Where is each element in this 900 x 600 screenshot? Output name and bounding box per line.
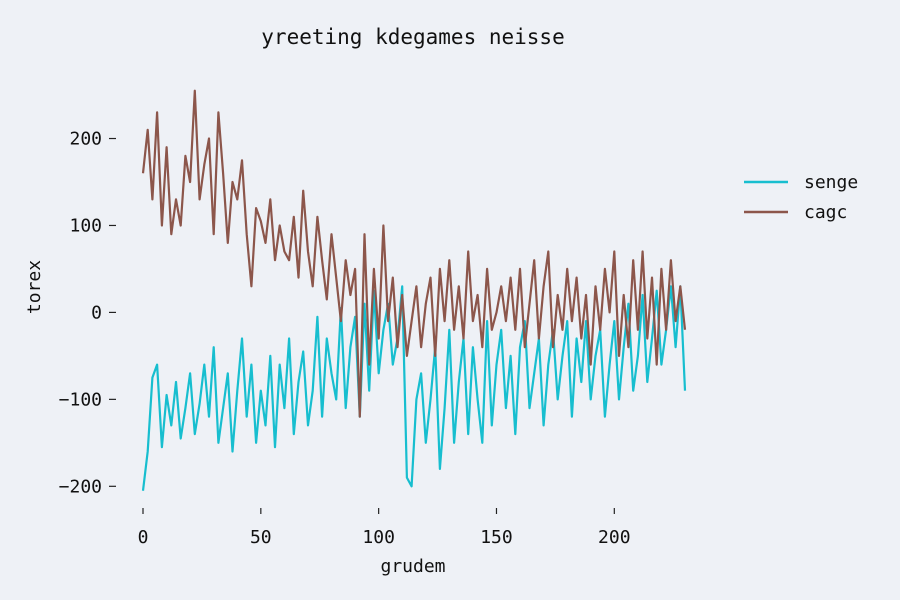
series-line-cagc xyxy=(141,89,687,418)
y-axis-label: torex xyxy=(24,260,45,314)
y-tick-label: 100 xyxy=(69,215,102,236)
x-tick-label: 100 xyxy=(362,527,395,548)
axes: 0 50 100 150 200 −200 −100 0 100 200 xyxy=(59,129,631,548)
series-line-senge xyxy=(141,285,687,491)
series-lines xyxy=(141,89,687,491)
x-tick-label: 0 xyxy=(138,527,149,548)
y-tick-label: 0 xyxy=(91,302,102,323)
x-tick-label: 50 xyxy=(250,527,272,548)
x-tick-label: 150 xyxy=(480,527,513,548)
x-tick-label: 200 xyxy=(598,527,631,548)
y-tick-label: 200 xyxy=(69,129,102,150)
legend-label: senge xyxy=(804,172,858,193)
chart-title: yreeting kdegames neisse xyxy=(261,25,564,49)
y-tick-label: −200 xyxy=(59,476,102,497)
legend-label: cagc xyxy=(804,202,847,223)
x-axis-label: grudem xyxy=(380,556,445,577)
y-tick-label: −100 xyxy=(59,389,102,410)
legend: senge cagc xyxy=(744,172,858,223)
